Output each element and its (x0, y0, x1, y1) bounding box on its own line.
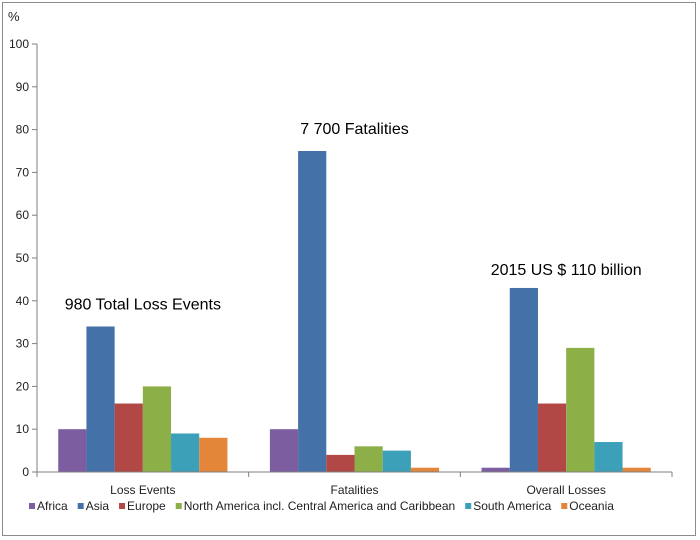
legend-label: Europe (127, 499, 166, 513)
legend-label: Oceania (569, 499, 614, 513)
annotation-label: 7 700 Fatalities (300, 121, 409, 138)
bar (58, 429, 87, 472)
axes (36, 44, 672, 473)
y-tick-label: 10 (16, 422, 30, 436)
bars (58, 151, 651, 472)
legend-swatch (77, 503, 84, 509)
legend-swatch (119, 503, 126, 509)
bar (410, 467, 440, 472)
y-axis: 0 10 20 30 40 50 60 70 80 90 100 (9, 37, 37, 479)
y-tick-label: 60 (16, 208, 30, 222)
legend: Africa Asia Europe North America incl. Cent… (29, 499, 614, 513)
y-tick-label: 40 (16, 294, 30, 308)
legend-swatch (561, 503, 568, 509)
y-tick-label: 100 (9, 37, 29, 51)
legend-swatch (29, 503, 35, 509)
legend-label: South America (473, 499, 551, 513)
bar (382, 450, 411, 472)
y-tick-label: 0 (22, 465, 29, 479)
x-axis: Loss Events Fatalities Overall Losses (36, 472, 673, 497)
y-axis-unit-label: % (8, 9, 20, 24)
y-tick-label: 70 (16, 165, 30, 179)
y-tick-label: 90 (16, 80, 30, 94)
annotation-label: 980 Total Loss Events (65, 296, 221, 313)
x-tick-label: Fatalities (330, 483, 378, 497)
x-tick-label: Loss Events (110, 483, 175, 497)
y-tick-label: 80 (16, 123, 30, 137)
legend-label: Asia (86, 499, 110, 513)
bar (566, 347, 595, 472)
y-tick-label: 50 (16, 251, 30, 265)
bar (142, 386, 172, 472)
y-tick-label: 30 (16, 337, 30, 351)
bar (509, 287, 538, 472)
y-tick-label: 20 (16, 379, 30, 393)
bar (594, 442, 623, 472)
bar (199, 437, 228, 472)
legend-swatch (175, 503, 182, 509)
bar (171, 433, 200, 472)
x-tick-label: Overall Losses (526, 483, 605, 497)
bar (481, 467, 510, 472)
bar (269, 429, 299, 472)
bar (86, 326, 115, 472)
annotation-label: 2015 US $ 110 billion (491, 262, 642, 279)
legend-label: Africa (37, 499, 68, 513)
annotations: 980 Total Loss Events 7 700 Fatalities 201… (65, 121, 642, 313)
bar (326, 454, 355, 472)
bar (114, 403, 143, 472)
bar (354, 446, 383, 472)
bar (537, 403, 567, 472)
legend-label: North America incl. Central America and … (184, 499, 455, 513)
bar (298, 151, 327, 472)
legend-swatch (465, 503, 472, 509)
bar (622, 467, 651, 472)
